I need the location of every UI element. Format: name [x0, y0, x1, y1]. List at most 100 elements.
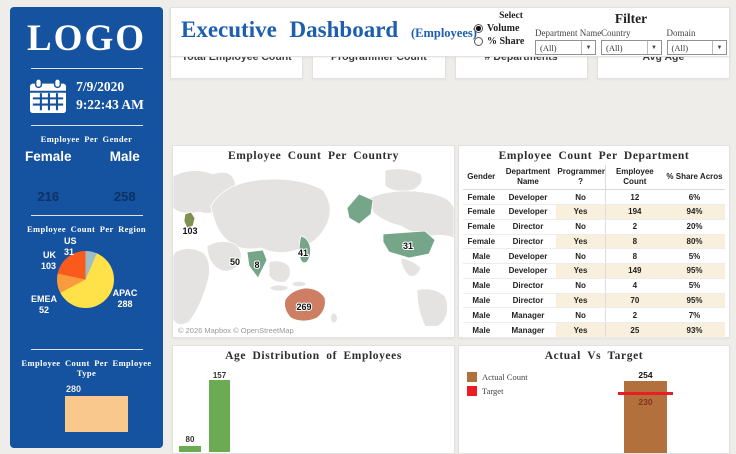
age-distribution-panel: Age Distribution of Employees 80 157 — [172, 345, 455, 454]
legend-target: Target — [467, 386, 528, 396]
map-indonesia-2 — [291, 281, 307, 288]
page-title: Executive Dashboard (Employees) — [181, 17, 477, 42]
table-row[interactable]: Male Manager No 2 7% — [463, 307, 725, 324]
datetime-block: 7/9/2020 9:22:43 AM — [10, 78, 163, 114]
legend-actual-count: Actual Count — [467, 372, 528, 382]
divider — [30, 349, 143, 350]
filter-group: Filter Department Name (All) ▼ Country (… — [535, 11, 727, 55]
target-chart-title: Actual Vs Target — [544, 350, 644, 362]
department-table-panel: Employee Count Per Department Gender Dep… — [458, 145, 730, 338]
employee-type-panel-title: Employee Count Per Employee Type — [21, 358, 152, 378]
date-value: 7/9/2020 — [76, 79, 125, 95]
table-row[interactable]: Female Developer No 12 6% — [463, 189, 725, 205]
filter-title: Filter — [614, 11, 648, 26]
world-map: 103 50 8 41 269 31 — [172, 168, 455, 329]
pie-label-uk: UK 103 — [40, 250, 56, 271]
gender-label-male: Male — [109, 149, 140, 164]
table-header-row: Gender Department Name Programmer ? Empl… — [463, 165, 725, 191]
map-country-us[interactable] — [382, 230, 436, 259]
target-swatch — [467, 386, 477, 396]
target-line-label: 230 — [638, 397, 653, 407]
map-asia — [210, 178, 331, 253]
map-country-australia[interactable] — [284, 287, 326, 322]
radio-volume-icon[interactable] — [474, 24, 483, 33]
filter-domain: Domain (All) ▼ — [666, 28, 727, 55]
main-area: Executive Dashboard (Employees) Select V… — [170, 7, 730, 454]
page-subtitle: (Employees) — [410, 26, 477, 40]
gender-panel-title: Employee Per Gender — [40, 134, 133, 144]
map-south-america — [416, 288, 448, 329]
employee-type-bar[interactable] — [65, 396, 128, 432]
filter-dropdowns: Department Name (All) ▼ Country (All) ▼ — [535, 28, 727, 55]
radio-volume[interactable]: Volume — [474, 23, 548, 34]
gender-label-female: Female — [24, 149, 72, 164]
map-label-middle-east: 50 — [230, 257, 240, 267]
department-table-title: Employee Count Per Department — [498, 150, 690, 162]
logo: LOGO — [26, 18, 147, 59]
chevron-down-icon: ▼ — [646, 41, 661, 54]
radio-percent-share-icon[interactable] — [474, 37, 483, 46]
map-middle-east — [206, 241, 242, 272]
filter-country: Country (All) ▼ — [601, 28, 662, 55]
age-chart-title: Age Distribution of Employees — [225, 350, 402, 362]
divider — [30, 215, 143, 216]
gender-summary: Female Male 216 258 — [10, 149, 163, 204]
table-row[interactable]: Male Developer No 8 5% — [463, 248, 725, 265]
pie-label-us: US 31 — [64, 236, 77, 257]
table-row[interactable]: Male Manager Yes 25 93% — [463, 322, 725, 338]
map-label-uk: 103 — [182, 226, 197, 236]
table-row[interactable]: Male Director Yes 70 95% — [463, 293, 725, 309]
chevron-down-icon: ▼ — [712, 41, 726, 54]
table-row[interactable]: Female Developer Yes 194 94% — [463, 204, 725, 220]
actual-bar-label: 254 — [638, 370, 653, 380]
table-row[interactable]: Female Director Yes 8 80% — [463, 234, 725, 250]
map-new-zealand — [330, 312, 338, 324]
select-group: Select Volume % Share — [474, 11, 548, 47]
map-southeast-asia — [268, 260, 291, 283]
table-row[interactable]: Female Director No 2 20% — [463, 219, 725, 235]
datetime-text: 7/9/2020 9:22:43 AM — [76, 78, 144, 113]
map-country-uk[interactable] — [183, 211, 196, 229]
age-bar[interactable] — [179, 446, 201, 452]
select-title: Select — [499, 11, 523, 21]
map-label-japan: 41 — [298, 248, 308, 258]
gender-count-male: 258 — [113, 189, 136, 204]
domain-dropdown[interactable]: (All) ▼ — [666, 40, 727, 55]
age-bar-label: 157 — [212, 371, 227, 380]
target-line[interactable] — [618, 392, 673, 395]
department-table: Gender Department Name Programmer ? Empl… — [463, 165, 725, 338]
sidebar: LOGO 7/9/2020 9:22:43 AM — [10, 7, 163, 448]
divider — [30, 68, 143, 69]
target-legend: Actual Count Target — [467, 372, 528, 400]
actual-vs-target-panel: Actual Vs Target Actual Count Target 254… — [458, 345, 730, 454]
country-dropdown[interactable]: (All) ▼ — [601, 40, 662, 55]
filter-department: Department Name (All) ▼ — [535, 28, 602, 55]
department-dropdown[interactable]: (All) ▼ — [535, 40, 596, 55]
region-pie-chart: US 31 UK 103 EMEA 52 APAC 288 — [10, 236, 163, 338]
time-value: 9:22:43 AM — [76, 97, 144, 112]
divider — [30, 125, 143, 126]
gender-count-female: 216 — [37, 189, 60, 204]
region-pie[interactable] — [57, 251, 114, 308]
region-panel-title: Employee Count Per Region — [26, 224, 147, 234]
map-africa — [172, 248, 210, 325]
map-title: Employee Count Per Country — [227, 150, 399, 162]
table-row[interactable]: Male Director No 4 5% — [463, 278, 725, 294]
age-bar-label: 80 — [185, 435, 195, 444]
map-country-alaska[interactable] — [346, 193, 374, 225]
map-panel: Employee Count Per Country — [172, 145, 455, 338]
actual-count-swatch — [467, 372, 477, 382]
map-greenland — [384, 168, 423, 192]
radio-percent-share[interactable]: % Share — [474, 36, 548, 47]
map-attribution[interactable]: © 2026 Mapbox © OpenStreetMap — [178, 326, 294, 335]
calendar-icon — [30, 78, 67, 114]
map-canada — [368, 190, 455, 239]
table-row[interactable]: Male Developer Yes 149 95% — [463, 263, 725, 279]
map-indonesia — [269, 284, 289, 292]
age-bar[interactable] — [209, 380, 230, 452]
employee-type-chart: 280 — [10, 384, 163, 432]
map-country-india[interactable] — [246, 249, 268, 279]
map-country-japan[interactable] — [298, 235, 311, 264]
map-label-australia: 269 — [296, 302, 311, 312]
